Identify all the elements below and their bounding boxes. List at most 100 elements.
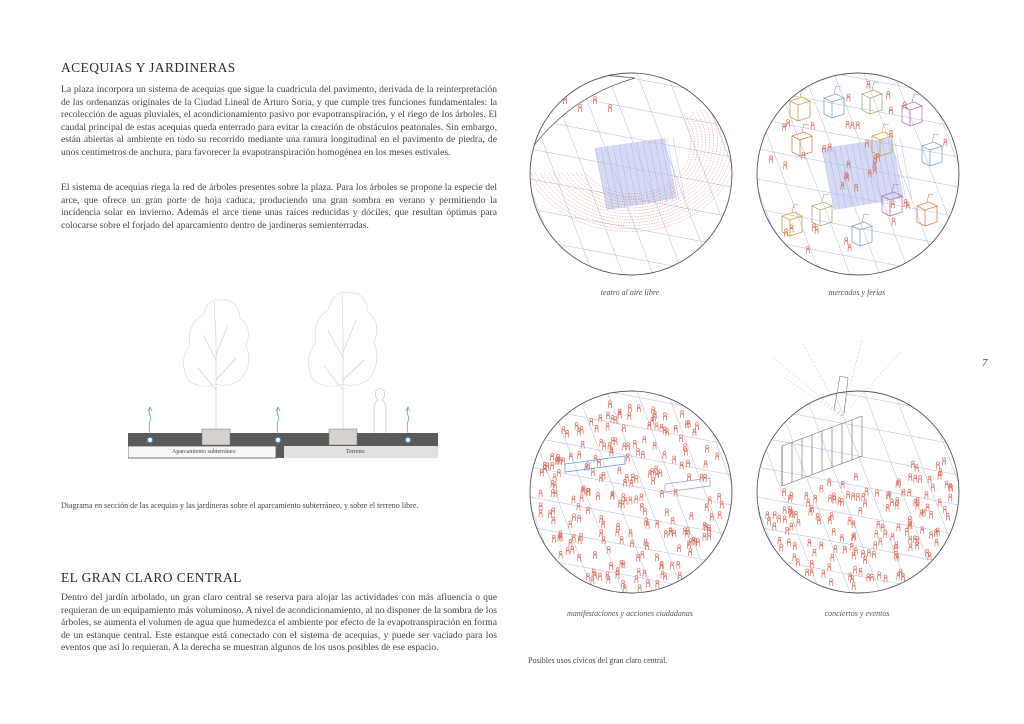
person-figure [601, 520, 606, 529]
person-figure [885, 504, 890, 512]
person-figure [677, 571, 682, 580]
person-figure [891, 217, 896, 226]
person-figure [642, 569, 647, 578]
person-figure [676, 561, 681, 569]
person-figure [707, 532, 711, 541]
person-figure [851, 492, 856, 501]
person-figure [621, 579, 625, 588]
person-figure [552, 473, 557, 482]
paragraph-claro: Dentro del jardín arbolado, un gran clar… [61, 592, 497, 654]
circle-mercados [756, 72, 960, 276]
person-figure [896, 523, 901, 532]
person-figure [702, 532, 707, 541]
terrain-layer [284, 446, 438, 458]
person-figure [900, 573, 905, 581]
person-figure [703, 474, 708, 482]
person-figure [628, 529, 633, 537]
person-figure [934, 528, 939, 537]
person-figure [942, 505, 947, 514]
person-figure [846, 491, 851, 499]
person-figure [703, 460, 708, 469]
person-figure [831, 527, 836, 536]
person-figure [796, 518, 801, 527]
person-figure [632, 440, 637, 448]
person-figure [809, 560, 814, 568]
person-figure [789, 510, 793, 519]
person-figure [608, 104, 612, 113]
person-figure [945, 512, 950, 521]
planter-left [201, 428, 231, 446]
section-diagram: Aparcamiento subterráneo Terreno [128, 292, 438, 459]
person-figure [844, 237, 849, 245]
person-figure [577, 514, 582, 523]
person-figure [887, 490, 892, 499]
person-figure [556, 469, 561, 477]
person-figure [867, 169, 872, 178]
person-figure [863, 556, 867, 565]
circle-outline [529, 390, 733, 594]
person-figure [561, 426, 566, 435]
caption-conciertos: conciertos y eventos [824, 609, 890, 618]
person-figure [538, 489, 543, 498]
person-figure [929, 531, 933, 539]
person-figure [807, 539, 812, 547]
person-figure [883, 530, 888, 539]
planter-right [328, 428, 358, 446]
person-figure [880, 523, 885, 532]
person-figure [570, 545, 575, 554]
person-figure [853, 472, 858, 481]
person-figure [652, 441, 657, 450]
person-figure [613, 416, 618, 425]
person-figure [572, 513, 577, 522]
person-figure [551, 534, 556, 543]
market-stall [780, 203, 804, 237]
paragraph-acequias-1: La plaza incorpora un sistema de acequia… [61, 84, 497, 158]
person-figure [866, 549, 871, 557]
person-figure [840, 181, 845, 190]
market-stall [850, 213, 874, 247]
person-figure [894, 501, 899, 510]
person-figure [593, 96, 597, 105]
person-figure [579, 532, 584, 541]
person-figure [670, 516, 675, 525]
person-figure [640, 550, 645, 559]
person-figure [846, 93, 851, 102]
person-figure [853, 566, 858, 574]
person-figure [609, 446, 614, 455]
person-figure [914, 464, 919, 473]
person-figure [782, 506, 787, 515]
person-figure [904, 527, 909, 536]
label-terrain: Terreno [346, 449, 365, 455]
caption-mercados: mercados y ferias [828, 288, 886, 297]
person-figure [903, 199, 908, 207]
person-figure [664, 428, 669, 436]
person-figure [654, 470, 659, 479]
person-figure [556, 453, 560, 462]
person-figure [642, 435, 647, 444]
person-figure [585, 488, 590, 496]
person-figure [805, 568, 810, 577]
person-figure [849, 543, 854, 551]
person-figure [846, 160, 851, 169]
person-figure [558, 551, 563, 559]
person-figure [673, 425, 678, 433]
person-figure [568, 539, 573, 547]
circle-manifestaciones [529, 390, 733, 594]
stage-area [530, 73, 636, 160]
person-figure [628, 496, 633, 505]
person-figure [715, 452, 720, 461]
person-figure [605, 571, 610, 580]
person-figure [924, 491, 929, 499]
person-figure [597, 572, 602, 581]
person-figure [772, 522, 777, 531]
person-figure [787, 494, 792, 503]
person-figure [929, 510, 934, 519]
person-figure [617, 466, 622, 475]
person-figure [921, 508, 926, 517]
person-figure [606, 546, 611, 554]
person-figure [874, 489, 879, 497]
person-figure [784, 228, 788, 237]
person-figure [709, 513, 714, 521]
person-figure [871, 550, 876, 559]
person-figure [777, 514, 782, 523]
